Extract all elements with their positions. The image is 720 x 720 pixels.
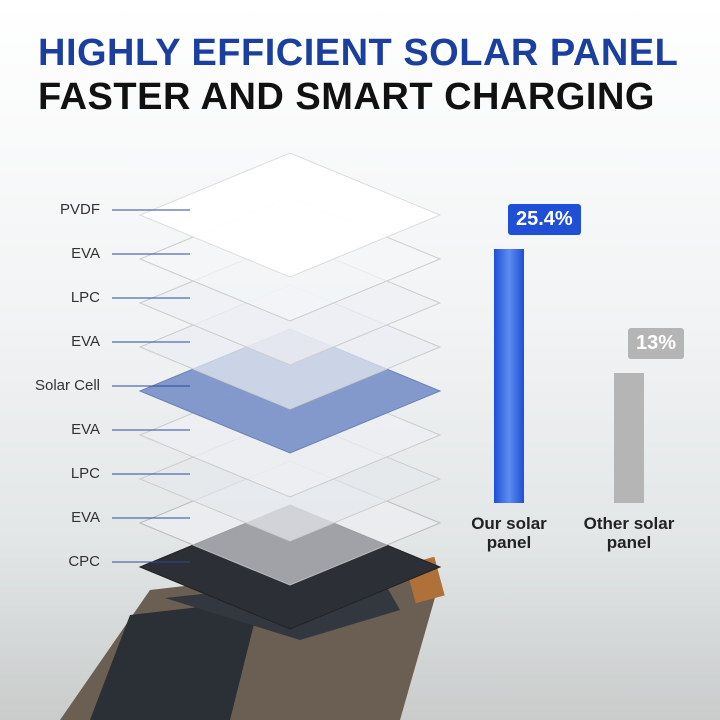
bar [494,249,524,503]
value-label: 13% [628,328,685,359]
layer-label: EVA [71,245,100,262]
layer-label: EVA [71,421,100,438]
category-label: Other solar panel [583,514,675,552]
layer-stack [138,152,442,630]
bar [614,373,644,503]
layer-label: PVDF [59,201,100,218]
headline: HIGHLY EFFICIENT SOLAR PANEL [38,32,679,74]
layer-label: CPC [68,553,100,570]
layer-label: EVA [71,509,100,526]
value-label: 25.4% [508,204,581,235]
headline: FASTER AND SMART CHARGING [38,76,655,118]
layer-label: Solar Cell [34,377,100,394]
category-label: Our solar panel [471,514,547,552]
layer-sheet [138,152,442,278]
layer-label: LPC [70,465,100,482]
layer-label: LPC [70,289,100,306]
layer-label: EVA [71,333,100,350]
